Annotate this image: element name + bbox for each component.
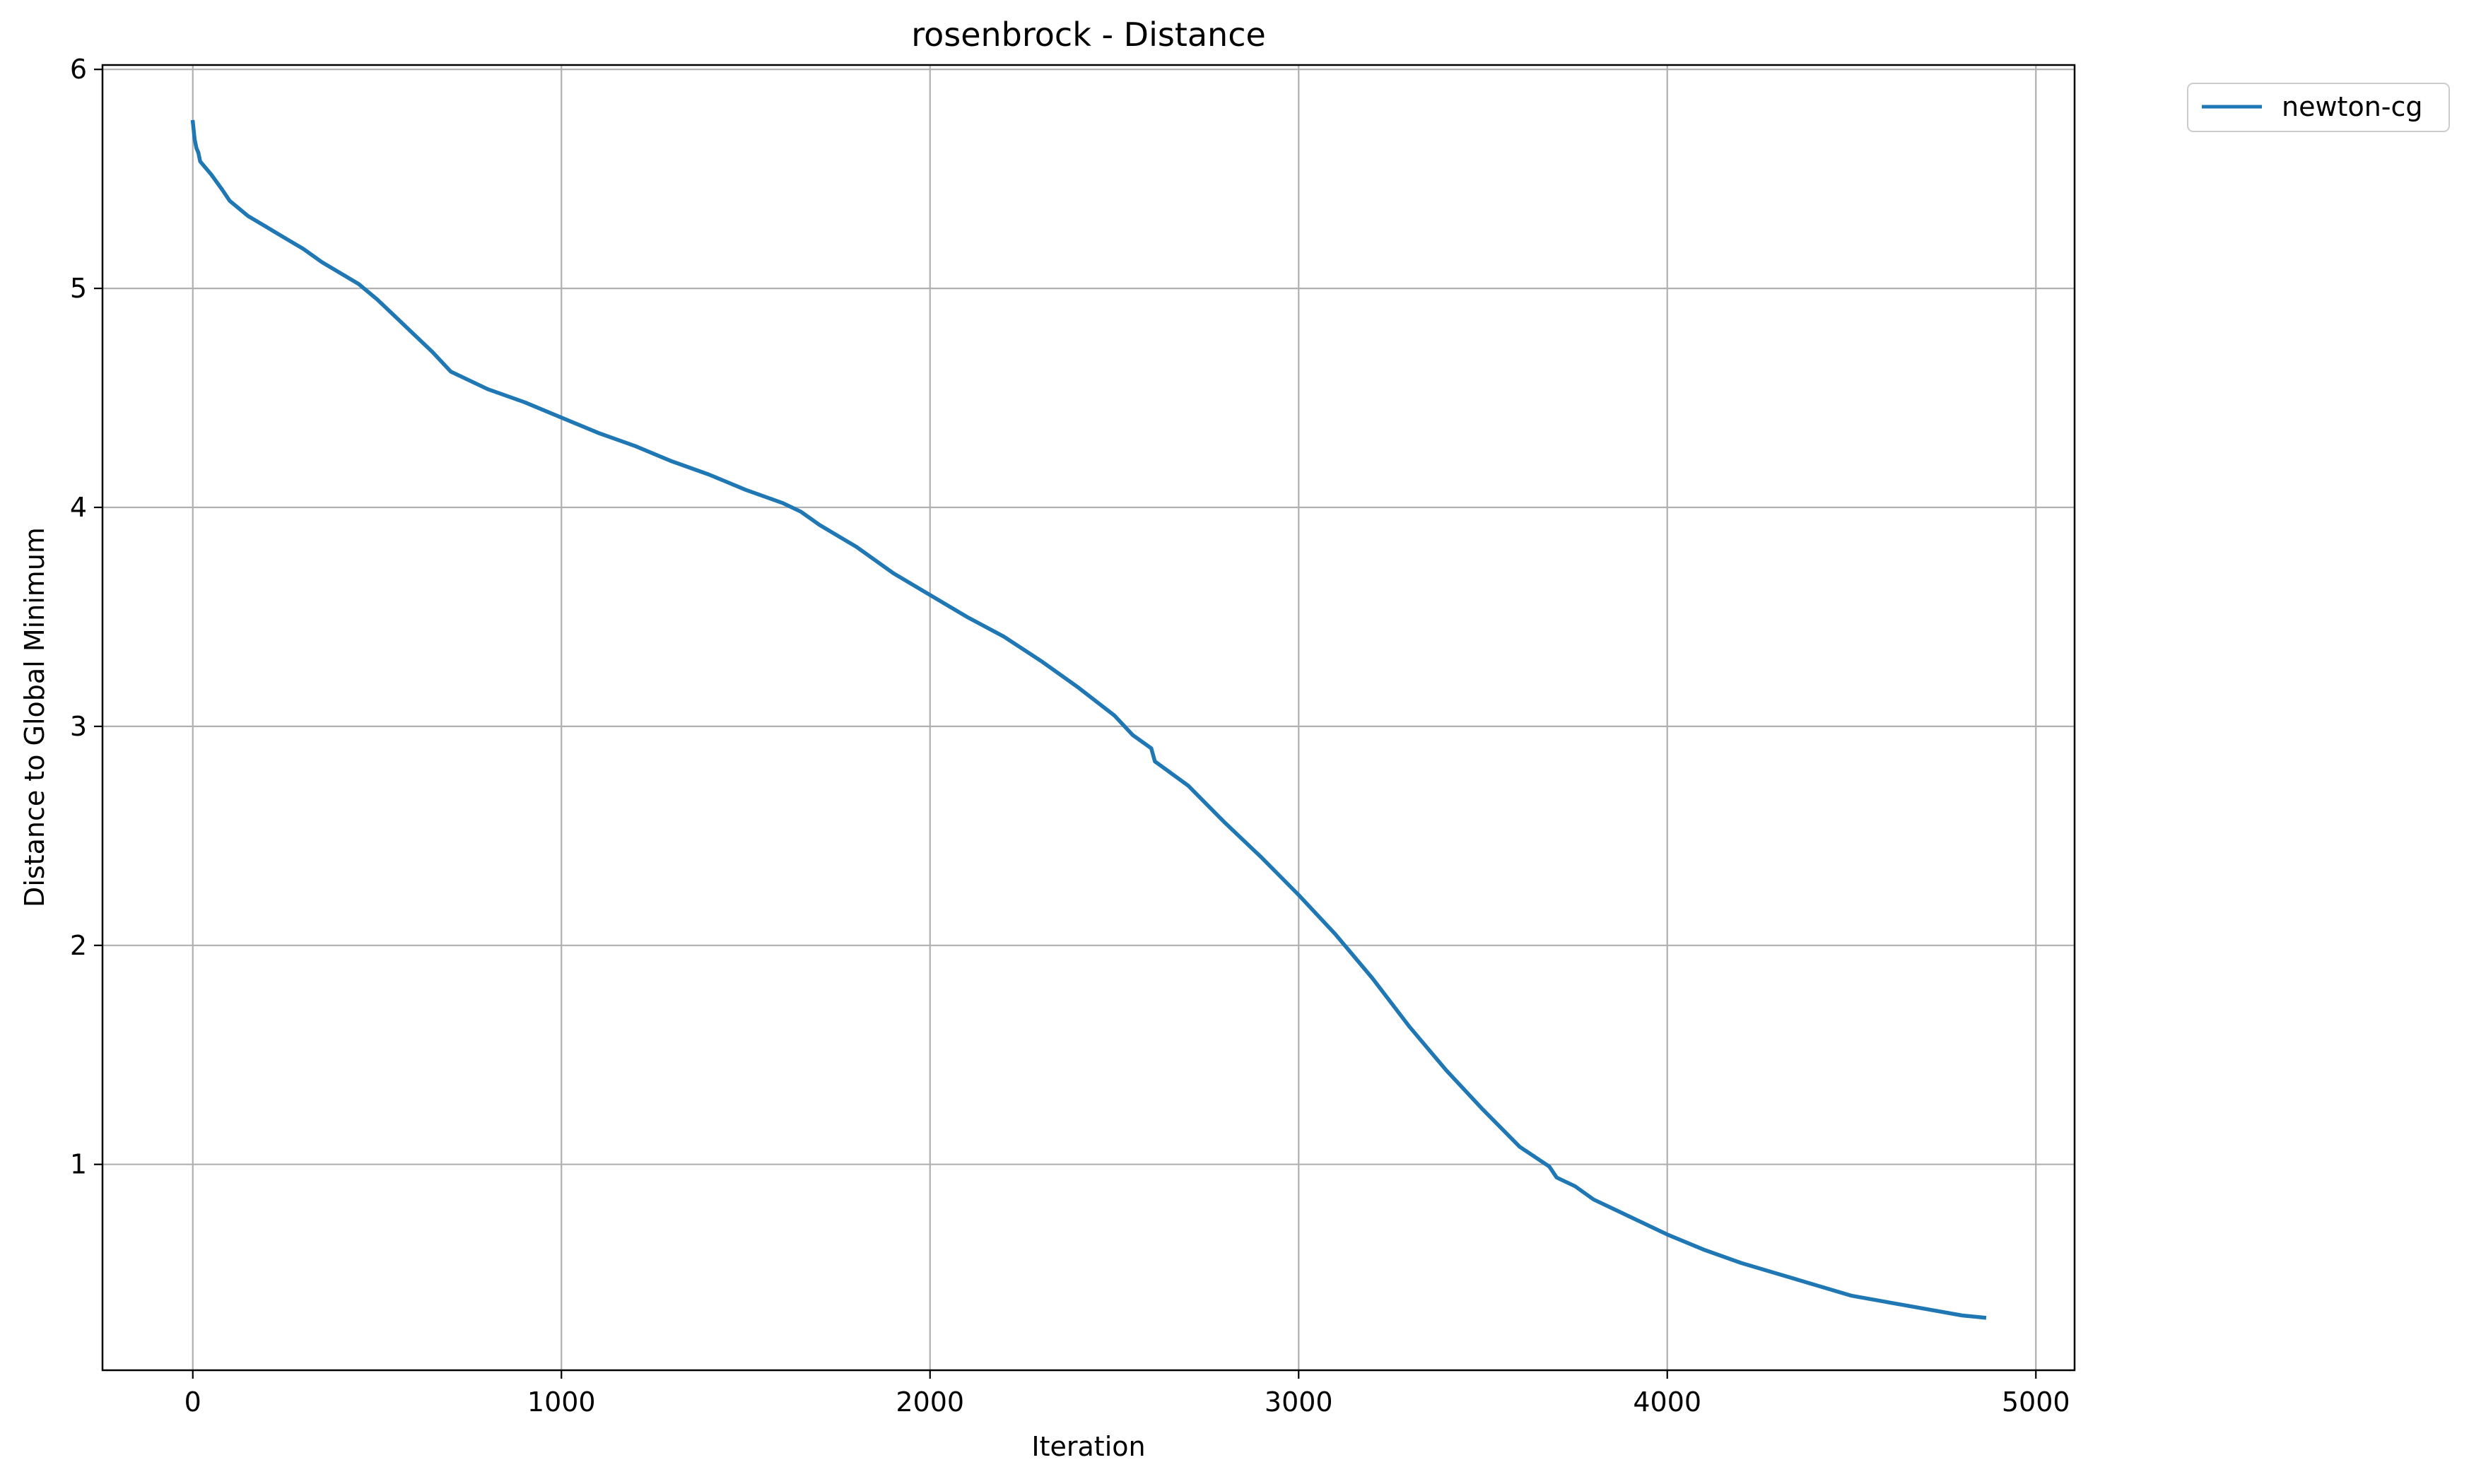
grid <box>102 65 2075 1370</box>
x-axis-label: Iteration <box>1031 1431 1145 1462</box>
y-tick-label-4: 4 <box>70 492 87 523</box>
y-axis-ticks: 1 2 3 4 5 6 <box>70 54 102 1180</box>
x-tick-label-1000: 1000 <box>527 1386 596 1418</box>
x-tick-label-4000: 4000 <box>1633 1386 1701 1418</box>
y-tick-label-5: 5 <box>70 273 87 304</box>
series-layer <box>190 119 1987 1320</box>
x-tick-label-2000: 2000 <box>896 1386 964 1418</box>
y-tick-label-6: 6 <box>70 54 87 85</box>
legend-label-newton-cg: newton-cg <box>2282 91 2423 122</box>
x-axis-ticks: 0 1000 2000 3000 4000 5000 <box>184 1370 2070 1418</box>
legend-box <box>2187 83 2450 132</box>
y-tick-label-2: 2 <box>70 930 87 961</box>
x-tick-label-5000: 5000 <box>2002 1386 2070 1418</box>
y-tick-label-3: 3 <box>70 711 87 742</box>
y-tick-label-1: 1 <box>70 1149 87 1180</box>
y-axis-label: Distance to Global Minimum <box>19 527 50 907</box>
legend: newton-cg <box>2187 83 2450 132</box>
plot-area-frame <box>101 64 2076 1372</box>
x-tick-label-3000: 3000 <box>1265 1386 1333 1418</box>
series-line-newton-cg <box>190 119 1987 1320</box>
x-tick-label-0: 0 <box>184 1386 201 1418</box>
chart-title: rosenbrock - Distance <box>911 16 1266 54</box>
